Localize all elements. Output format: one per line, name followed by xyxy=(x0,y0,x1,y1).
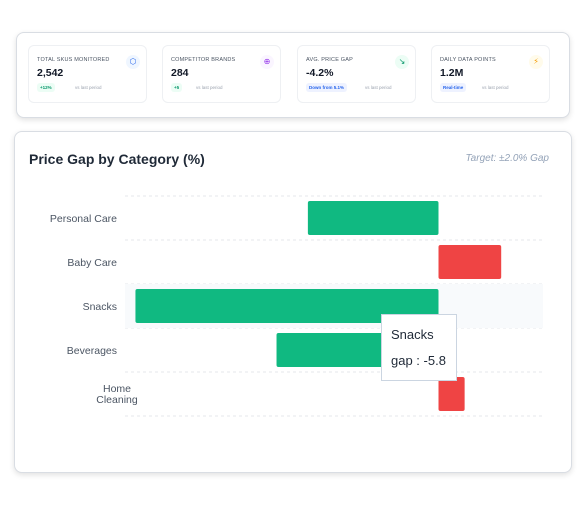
bar[interactable] xyxy=(438,377,465,411)
kpi-badge: Down from 5.1% xyxy=(306,83,348,92)
kpi-card[interactable]: Daily Data Points 1.2M Real-time vs last pe… xyxy=(431,45,550,103)
y-tick-label: Beverages xyxy=(67,345,117,357)
kpi-card[interactable]: Total SKUs Monitored 2,542 +12% vs last per… xyxy=(28,45,147,103)
y-tick-label: Personal Care xyxy=(50,213,117,225)
kpi-value: -4.2% xyxy=(306,67,334,79)
bar[interactable] xyxy=(135,289,439,323)
kpi-value: 2,542 xyxy=(37,67,64,79)
kpi-label: Avg. Price Gap xyxy=(306,57,354,63)
y-tick-label: Snacks xyxy=(83,301,117,313)
chart-tooltip: Snacks gap : -5.8 xyxy=(381,314,457,381)
kpi-label: Total SKUs Monitored xyxy=(37,57,110,63)
tooltip-value: gap : -5.8 xyxy=(391,353,446,368)
kpi-badge: +5 xyxy=(171,83,183,92)
kpi-label: Competitor Brands xyxy=(171,57,236,63)
y-tick-label: Baby Care xyxy=(67,257,117,269)
kpi-note: vs last period xyxy=(482,85,509,90)
kpi-badge: +12% xyxy=(37,83,55,92)
chart-panel: Price Gap by Category (%) Target: ±2.0% … xyxy=(14,131,572,473)
bar[interactable] xyxy=(307,201,439,235)
kpi-badge: Real-time xyxy=(440,83,467,92)
kpi-value: 1.2M xyxy=(440,67,464,79)
kpi-note: vs last period xyxy=(365,85,392,90)
cube-icon: ⬡ xyxy=(126,55,140,69)
kpi-note: vs last period xyxy=(196,85,223,90)
tooltip-category: Snacks xyxy=(391,327,434,342)
kpi-note: vs last period xyxy=(75,85,102,90)
bar[interactable] xyxy=(438,245,502,279)
kpi-card[interactable]: Competitor Brands 284 +5 vs last period ⊕ xyxy=(162,45,281,103)
y-tick-label: Home xyxy=(103,383,131,395)
globe-icon: ⊕ xyxy=(260,55,274,69)
kpi-value: 284 xyxy=(171,67,189,79)
chart-target-note: Target: ±2.0% Gap xyxy=(465,153,549,164)
price-gap-chart[interactable]: Personal Care Baby Care Snacks Beverages Hom… xyxy=(15,132,571,472)
y-tick-label: Cleaning xyxy=(96,394,138,406)
kpi-card[interactable]: Avg. Price Gap -4.2% Down from 5.1% vs last… xyxy=(297,45,416,103)
lightning-icon: ⚡ xyxy=(529,55,543,69)
kpi-panel: Total SKUs Monitored 2,542 +12% vs last per… xyxy=(16,32,570,118)
kpi-label: Daily Data Points xyxy=(440,57,496,63)
chart-title: Price Gap by Category (%) xyxy=(29,151,205,167)
trend-down-icon: ↘ xyxy=(395,55,409,69)
